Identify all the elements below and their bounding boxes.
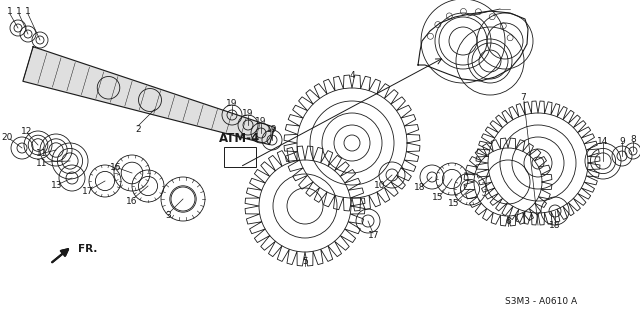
Text: 15: 15	[448, 199, 460, 209]
Text: 15: 15	[432, 194, 444, 203]
Text: 12: 12	[21, 128, 33, 137]
Text: 16: 16	[110, 162, 122, 172]
Bar	[224, 147, 256, 167]
Text: S3M3 - A0610 A: S3M3 - A0610 A	[505, 297, 577, 306]
Text: 7: 7	[520, 93, 526, 102]
Text: ATM-4: ATM-4	[220, 132, 260, 145]
Text: 1: 1	[16, 6, 22, 16]
Text: 1: 1	[25, 6, 31, 16]
Text: 17: 17	[83, 187, 93, 196]
Text: 20: 20	[1, 132, 13, 142]
Text: 14: 14	[597, 137, 609, 145]
Text: 19: 19	[243, 109, 253, 118]
Text: 19: 19	[266, 124, 278, 133]
Text: 11: 11	[36, 160, 48, 168]
Text: 8: 8	[630, 135, 636, 144]
Text: 5: 5	[302, 257, 308, 266]
Text: 9: 9	[619, 137, 625, 145]
Text: 13: 13	[51, 182, 63, 190]
Text: 16: 16	[126, 197, 138, 205]
Text: 6: 6	[505, 218, 511, 226]
Text: FR.: FR.	[78, 244, 97, 254]
Text: 1: 1	[7, 6, 13, 16]
Text: 10: 10	[374, 182, 386, 190]
Text: 17: 17	[368, 231, 380, 240]
Text: 11: 11	[36, 150, 48, 159]
Text: 19: 19	[227, 100, 237, 108]
Polygon shape	[23, 47, 275, 145]
Text: 2: 2	[135, 124, 141, 133]
Text: 19: 19	[255, 117, 267, 127]
Text: 4: 4	[349, 71, 355, 80]
Text: 3: 3	[165, 211, 171, 219]
Text: 18: 18	[414, 183, 426, 192]
Text: 18: 18	[549, 221, 561, 231]
